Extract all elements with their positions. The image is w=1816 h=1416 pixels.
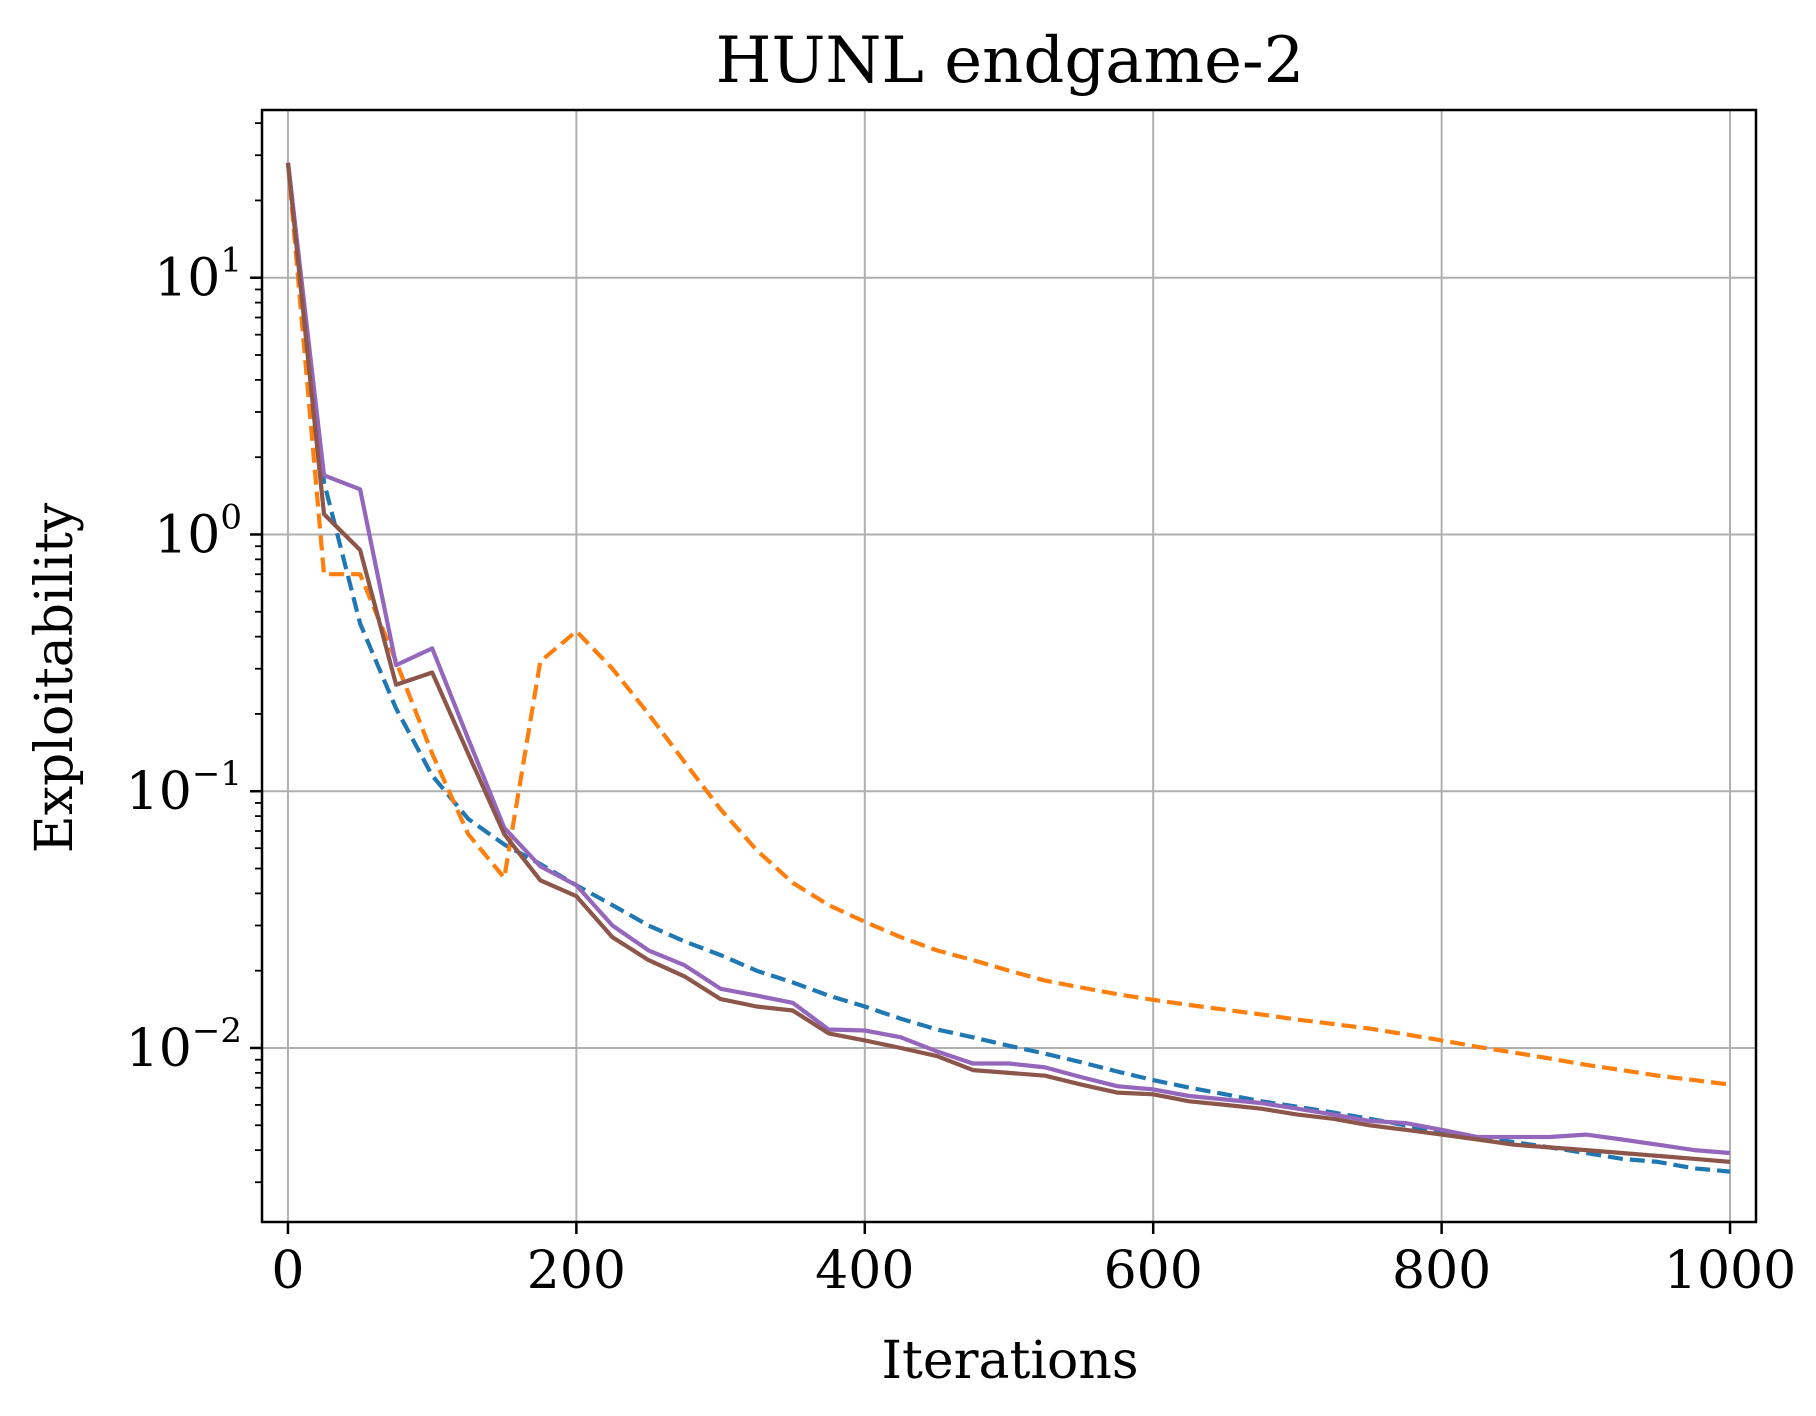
series-line-3 — [285, 162, 1731, 1156]
x-axis-label: Iterations — [881, 1331, 1138, 1391]
x-tick-label: 200 — [527, 1241, 626, 1301]
y-tick-label: 101 — [154, 241, 242, 309]
x-tick-label: 800 — [1392, 1241, 1491, 1301]
y-axis-label: Exploitability — [25, 502, 85, 853]
series-line-2 — [285, 162, 1731, 1087]
y-axis: 101 100 10−1 10−2 — [126, 241, 262, 1079]
x-tick-label: 0 — [271, 1241, 304, 1301]
series-line-4 — [285, 162, 1731, 1164]
x-axis: 0 200 400 600 800 1000 — [271, 1222, 1796, 1301]
plot-frame — [260, 108, 1758, 1224]
series-group — [285, 162, 1731, 1174]
grid — [262, 110, 1756, 1222]
x-tick-label: 400 — [815, 1241, 914, 1301]
chart-title: HUNL endgame-2 — [716, 24, 1305, 98]
y-tick-label: 10−2 — [126, 1011, 242, 1079]
y-tick-label: 100 — [154, 497, 242, 565]
x-tick-label: 600 — [1104, 1241, 1203, 1301]
y-tick-label: 10−1 — [126, 754, 242, 822]
x-tick-label: 1000 — [1664, 1241, 1796, 1301]
